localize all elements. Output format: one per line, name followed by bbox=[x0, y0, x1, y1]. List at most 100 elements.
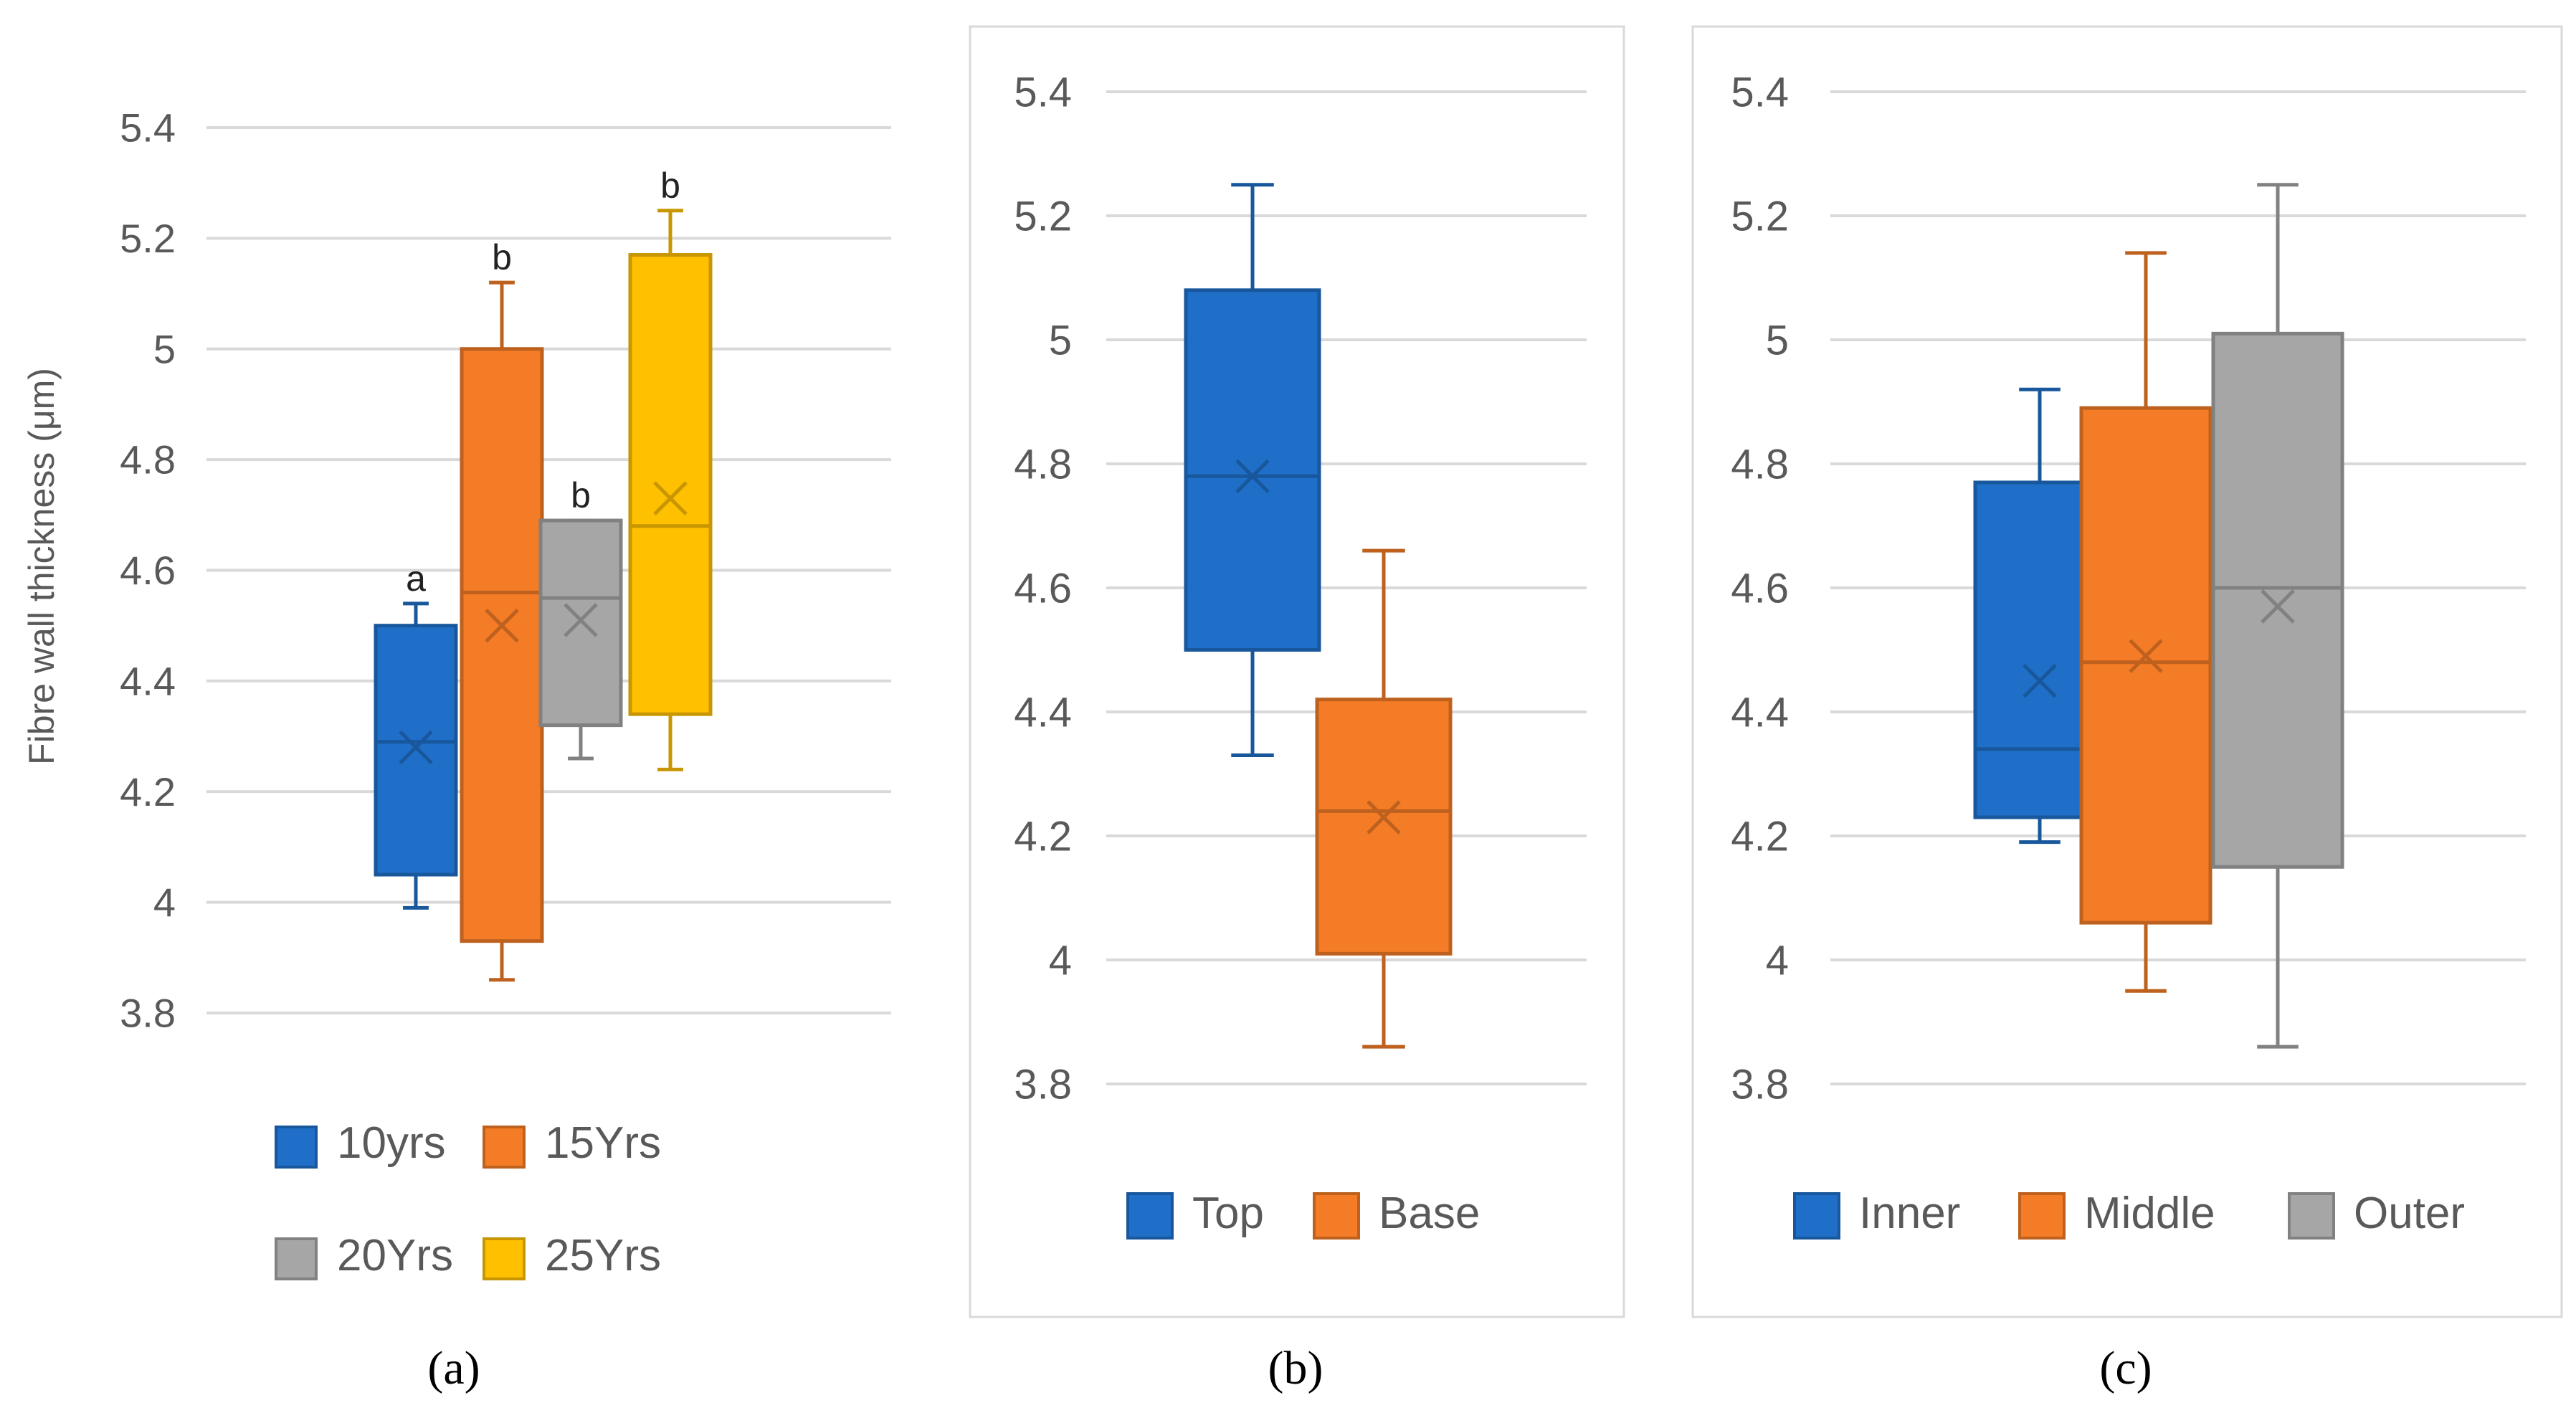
boxes-c bbox=[1973, 183, 2344, 1049]
panel-b: 3.8 4 4.2 4.4 4.6 4.8 5 5.2 5.4 Top Base (b) bbox=[969, 25, 1625, 1394]
y-tick-label: 5 bbox=[1049, 317, 1072, 363]
box-15yrs bbox=[460, 280, 544, 982]
mean-marker-stroke bbox=[1235, 459, 1270, 494]
y-tick-labels-a: 3.8 4 4.2 4.4 4.6 4.8 5 5.2 5.4 bbox=[120, 105, 176, 1036]
legend-label: 15Yrs bbox=[545, 1118, 661, 1168]
box-iqr bbox=[374, 624, 458, 877]
legend-c: Inner Middle Outer bbox=[1793, 1189, 2465, 1240]
legend-label: Base bbox=[1379, 1189, 1480, 1238]
box-iqr bbox=[1315, 698, 1453, 956]
mean-marker bbox=[564, 603, 598, 637]
legend-swatch bbox=[1793, 1192, 1840, 1240]
mean-marker bbox=[2261, 589, 2295, 624]
legend-item-outer: Outer bbox=[2288, 1189, 2465, 1240]
mean-marker bbox=[1367, 800, 1401, 834]
y-tick-label: 5.2 bbox=[1731, 193, 1789, 239]
box-iqr bbox=[628, 253, 713, 716]
caption-b: (b) bbox=[1268, 1342, 1323, 1394]
mean-marker bbox=[485, 608, 519, 643]
mean-marker bbox=[1235, 459, 1270, 494]
mean-marker-stroke bbox=[1367, 800, 1401, 834]
legend-item-middle: Middle bbox=[2018, 1189, 2215, 1240]
legend-swatch bbox=[2288, 1192, 2335, 1240]
caption-c: (c) bbox=[2099, 1342, 2152, 1394]
y-tick-label: 4.2 bbox=[1014, 813, 1072, 860]
boxes-a bbox=[374, 209, 713, 982]
y-tick-label: 4.6 bbox=[120, 548, 176, 593]
legend-label: 10yrs bbox=[337, 1118, 446, 1168]
y-axis-label: Fibre wall thickness (μm) bbox=[22, 368, 62, 765]
legend-item-base: Base bbox=[1313, 1189, 1480, 1240]
box-middle bbox=[2079, 251, 2213, 993]
legend-label: 25Yrs bbox=[545, 1231, 661, 1280]
box-iqr bbox=[2079, 406, 2213, 925]
mean-marker-stroke bbox=[653, 481, 688, 515]
mean-marker bbox=[399, 730, 433, 765]
y-tick-label: 4.4 bbox=[1014, 689, 1072, 736]
y-tick-label: 4.2 bbox=[120, 769, 176, 814]
panel-a: 3.8 4 4.2 4.4 4.6 4.8 5 5.2 5.4 Fibre wall thick… bbox=[22, 105, 891, 1394]
legend-item-15yrs: 15Yrs bbox=[483, 1118, 661, 1169]
significance-letter: b bbox=[660, 166, 680, 206]
mean-marker-stroke bbox=[485, 608, 519, 643]
mean-marker bbox=[2129, 639, 2163, 673]
legend-item-20yrs: 20Yrs bbox=[275, 1231, 453, 1280]
legend-label: Outer bbox=[2354, 1189, 2465, 1238]
panel-c: 3.8 4 4.2 4.4 4.6 4.8 5 5.2 5.4 Inner Middle Outer… bbox=[1691, 25, 2563, 1394]
box-iqr bbox=[1184, 288, 1321, 652]
y-tick-label: 4.2 bbox=[1731, 813, 1789, 860]
mean-marker-stroke bbox=[2023, 663, 2057, 698]
y-tick-label: 3.8 bbox=[1014, 1061, 1072, 1108]
legend-swatch bbox=[1126, 1192, 1174, 1240]
y-tick-label: 4.6 bbox=[1014, 565, 1072, 612]
y-tick-label: 4.8 bbox=[1731, 441, 1789, 487]
box-iqr bbox=[460, 347, 544, 943]
legend-swatch bbox=[2018, 1192, 2066, 1240]
y-tick-label: 3.8 bbox=[120, 991, 176, 1036]
legend-swatch bbox=[275, 1237, 318, 1280]
box-iqr bbox=[2211, 331, 2344, 869]
legend-item-10yrs: 10yrs bbox=[275, 1118, 446, 1169]
y-tick-label: 4 bbox=[153, 880, 176, 925]
box-iqr bbox=[538, 518, 623, 728]
mean-marker-stroke bbox=[564, 603, 598, 637]
y-tick-labels-c: 3.8 4 4.2 4.4 4.6 4.8 5 5.2 5.4 bbox=[1731, 69, 1789, 1108]
legend-label: Inner bbox=[1859, 1189, 1960, 1238]
legend-a: 10yrs 15Yrs 20Yrs 25Yrs bbox=[275, 1118, 661, 1280]
mean-marker-stroke bbox=[2129, 639, 2163, 673]
caption-a: (a) bbox=[427, 1342, 480, 1394]
y-tick-label: 5.4 bbox=[120, 105, 176, 151]
box-25yrs bbox=[628, 209, 713, 771]
legend-label: Middle bbox=[2084, 1189, 2215, 1238]
legend-swatch bbox=[1313, 1192, 1360, 1240]
box-base bbox=[1315, 548, 1453, 1049]
legend-item-inner: Inner bbox=[1793, 1189, 1960, 1240]
significance-letters-a: a b b b bbox=[406, 166, 680, 599]
panel-b-border bbox=[969, 25, 1625, 1318]
y-tick-label: 5.2 bbox=[1014, 193, 1072, 239]
y-tick-label: 4.6 bbox=[1731, 565, 1789, 612]
legend-label: Top bbox=[1192, 1189, 1264, 1238]
y-tick-label: 4.4 bbox=[120, 658, 176, 703]
y-tick-label: 4.4 bbox=[1731, 689, 1789, 736]
boxes-b bbox=[1184, 183, 1453, 1049]
y-tick-label: 4 bbox=[1049, 937, 1072, 984]
box-20yrs bbox=[538, 518, 623, 761]
y-tick-label: 3.8 bbox=[1731, 1061, 1789, 1108]
y-tick-label: 5.4 bbox=[1014, 69, 1072, 115]
y-tick-label: 4.8 bbox=[120, 437, 176, 482]
box-outer bbox=[2211, 183, 2344, 1049]
legend-swatch bbox=[483, 1237, 526, 1280]
legend-swatch bbox=[483, 1126, 526, 1169]
significance-letter: b bbox=[571, 475, 591, 515]
box-10yrs bbox=[374, 601, 458, 910]
y-tick-label: 4 bbox=[1766, 937, 1789, 984]
mean-marker-stroke bbox=[2261, 589, 2295, 624]
box-top bbox=[1184, 183, 1321, 758]
significance-letter: b bbox=[492, 237, 512, 277]
y-tick-label: 5.4 bbox=[1731, 69, 1789, 115]
y-tick-labels-b: 3.8 4 4.2 4.4 4.6 4.8 5 5.2 5.4 bbox=[1014, 69, 1072, 1108]
panel-c-border bbox=[1691, 25, 2563, 1318]
significance-letter: a bbox=[406, 558, 426, 599]
